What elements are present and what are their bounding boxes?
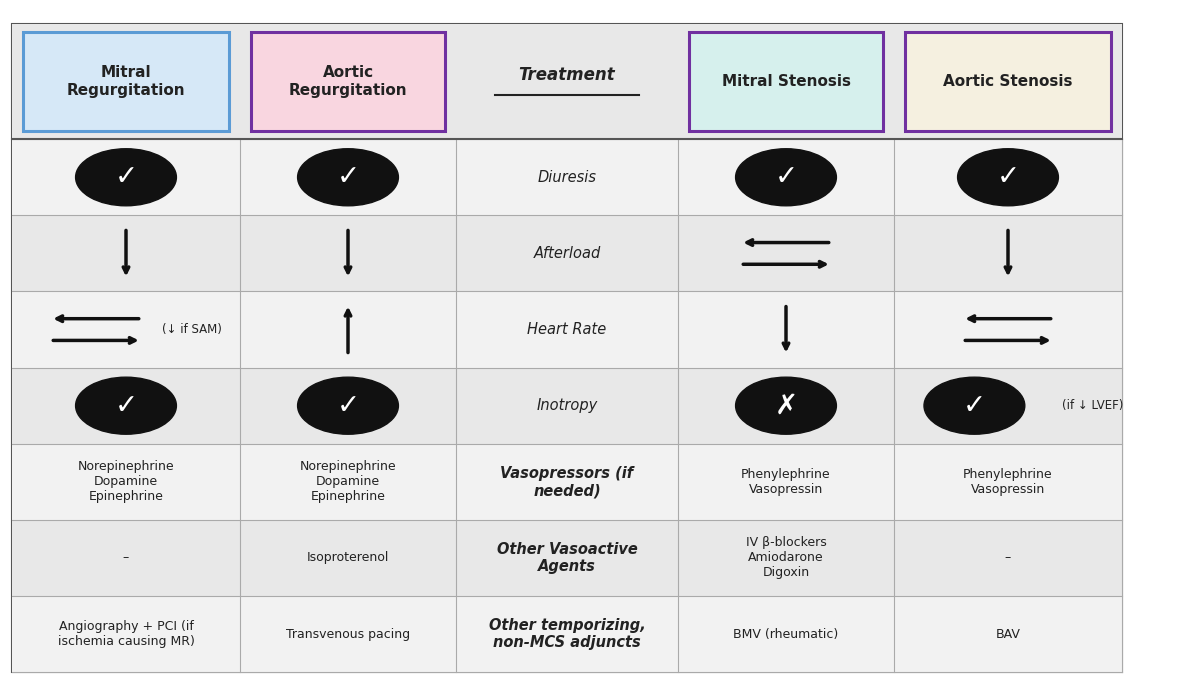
Text: Afterload: Afterload (533, 246, 601, 261)
Text: ✓: ✓ (336, 392, 360, 420)
FancyBboxPatch shape (251, 33, 445, 130)
Text: Inotropy: Inotropy (536, 398, 598, 414)
Text: Other temporizing,
non-MCS adjuncts: Other temporizing, non-MCS adjuncts (488, 618, 646, 650)
Text: –: – (122, 551, 130, 564)
Bar (12, 596, 1122, 672)
Circle shape (298, 377, 398, 435)
Text: ✓: ✓ (962, 392, 986, 420)
Text: Mitral
Regurgitation: Mitral Regurgitation (67, 65, 185, 98)
Text: ✓: ✓ (336, 163, 360, 191)
Text: BMV (rheumatic): BMV (rheumatic) (733, 627, 839, 641)
Circle shape (736, 149, 836, 206)
Bar (12, 367, 1122, 444)
Text: Aortic Stenosis: Aortic Stenosis (943, 74, 1073, 89)
Text: (if ↓ LVEF): (if ↓ LVEF) (1062, 399, 1123, 412)
Circle shape (924, 377, 1025, 435)
FancyBboxPatch shape (689, 33, 883, 130)
Text: Isoproterenol: Isoproterenol (307, 551, 389, 564)
Text: Treatment: Treatment (518, 66, 616, 84)
Text: IV β-blockers
Amiodarone
Digoxin: IV β-blockers Amiodarone Digoxin (745, 536, 827, 579)
Text: Transvenous pacing: Transvenous pacing (286, 627, 410, 641)
Text: Mitral Stenosis: Mitral Stenosis (721, 74, 851, 89)
FancyBboxPatch shape (905, 33, 1111, 130)
Bar (12, 444, 1122, 520)
Circle shape (76, 149, 176, 206)
Text: ✓: ✓ (114, 163, 138, 191)
Bar (12, 520, 1122, 596)
Text: Phenylephrine
Vasopressin: Phenylephrine Vasopressin (964, 468, 1052, 496)
Circle shape (958, 149, 1058, 206)
Text: Other Vasoactive
Agents: Other Vasoactive Agents (497, 542, 637, 574)
Text: Diuresis: Diuresis (538, 170, 596, 185)
Bar (12, 24, 1122, 139)
Bar (12, 291, 1122, 367)
Bar (12, 139, 1122, 215)
Text: –: – (1004, 551, 1012, 564)
Circle shape (298, 149, 398, 206)
Text: Norepinephrine
Dopamine
Epinephrine: Norepinephrine Dopamine Epinephrine (78, 460, 174, 503)
FancyBboxPatch shape (23, 33, 229, 130)
Text: ✓: ✓ (774, 163, 798, 191)
Circle shape (76, 377, 176, 435)
Text: Phenylephrine
Vasopressin: Phenylephrine Vasopressin (742, 468, 830, 496)
Text: Aortic
Regurgitation: Aortic Regurgitation (289, 65, 407, 98)
Text: ✓: ✓ (996, 163, 1020, 191)
Text: ✓: ✓ (114, 392, 138, 420)
Text: Vasopressors (if
needed): Vasopressors (if needed) (500, 466, 634, 498)
Text: BAV: BAV (996, 627, 1020, 641)
Text: (↓ if SAM): (↓ if SAM) (162, 323, 222, 336)
Text: Angiography + PCI (if
ischemia causing MR): Angiography + PCI (if ischemia causing M… (58, 620, 194, 648)
Text: ✗: ✗ (774, 392, 798, 420)
Circle shape (736, 377, 836, 435)
Bar (12, 215, 1122, 291)
Text: Norepinephrine
Dopamine
Epinephrine: Norepinephrine Dopamine Epinephrine (300, 460, 396, 503)
Text: Heart Rate: Heart Rate (527, 322, 607, 337)
